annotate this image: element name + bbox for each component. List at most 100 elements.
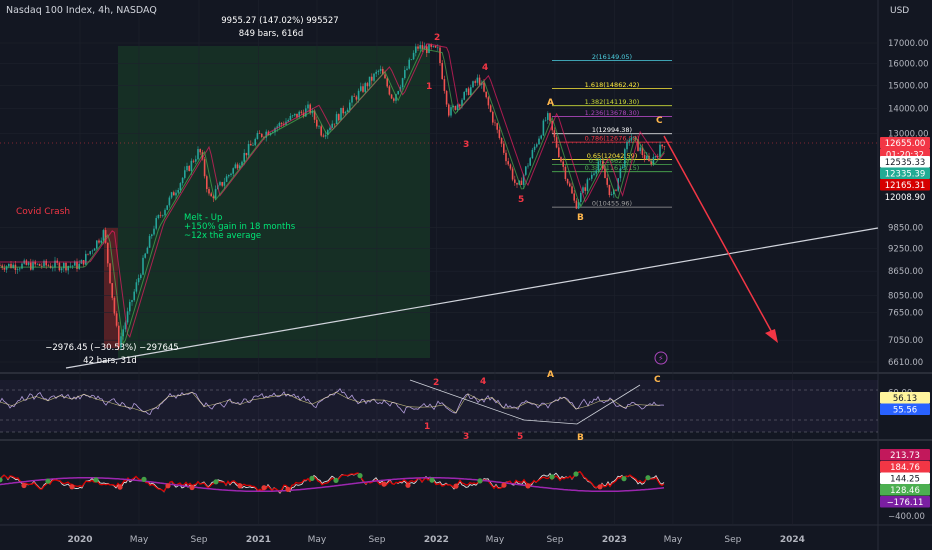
fib-level-label: 0.382(11613.15) [585, 164, 640, 172]
time-tick-label[interactable]: Sep [368, 535, 385, 545]
price-axis-ticks[interactable]: 17000.00 16000.00 15000.00 14000.00 13000.00… [888, 39, 929, 368]
candle-body [507, 161, 509, 165]
wave-label-b: B [577, 213, 584, 223]
candle-body [498, 129, 501, 138]
lightning-icon[interactable] [654, 351, 668, 365]
rsi-average-line [0, 391, 660, 414]
time-tick-label[interactable]: May [486, 535, 505, 545]
cross-dot [429, 477, 435, 483]
candle-body [465, 88, 468, 92]
candle-body [203, 159, 206, 177]
price-tick-label[interactable]: 16000.00 [888, 59, 929, 69]
candle-body [342, 107, 344, 114]
wave-label-2: 2 [434, 33, 440, 43]
candle-body [514, 179, 516, 183]
candle-body [258, 133, 261, 134]
price-tick-label[interactable]: 14000.00 [888, 105, 929, 115]
candle-body [126, 311, 129, 323]
rsi-wave-label-4: 4 [480, 377, 486, 387]
candle-body [516, 182, 518, 185]
candle-body [533, 146, 536, 150]
candle-body [338, 114, 340, 121]
candle-body [615, 189, 617, 191]
fib-level-label: 1.382(14119.30) [585, 98, 640, 106]
price-tick-label[interactable]: 7650.00 [888, 309, 923, 319]
candle-body [98, 240, 100, 243]
cross-dot [45, 478, 51, 484]
forecast-arrow[interactable] [663, 135, 776, 339]
price-tick-label[interactable]: 15000.00 [888, 81, 929, 91]
price-tick-label[interactable]: 8650.00 [888, 267, 923, 277]
osc-axis-ticks[interactable]: −400.00 [888, 512, 925, 522]
candle-body [179, 183, 182, 191]
candle-body [214, 189, 217, 199]
candle-body [474, 81, 476, 83]
time-tick-label[interactable]: 2021 [246, 535, 271, 545]
candle-body [223, 181, 226, 186]
currency-label[interactable]: USD [890, 6, 909, 16]
candle-body [373, 73, 375, 81]
time-tick-label[interactable]: 2022 [424, 535, 449, 545]
candle-body [371, 76, 373, 81]
candle-body [129, 301, 131, 312]
candle-body [5, 266, 8, 270]
candle-body [201, 152, 204, 160]
candle-body [593, 173, 595, 175]
price-tick-label[interactable]: 9250.00 [888, 245, 923, 255]
candle-body [571, 186, 573, 194]
osc-label-badge [880, 496, 930, 508]
candle-body [247, 143, 250, 156]
candle-body [181, 177, 184, 184]
time-axis-ticks[interactable]: 2020 May Sep 2021 May Sep 2022 May Sep 2023 May Sep… [67, 535, 804, 545]
price-tick-label[interactable]: 8050.00 [888, 291, 923, 301]
time-tick-label[interactable]: 2023 [602, 535, 627, 545]
trendline[interactable] [65, 227, 879, 369]
cross-dot [621, 476, 627, 482]
price-tick-label[interactable]: 9850.00 [888, 223, 923, 233]
candle-body [452, 105, 454, 108]
candle-body [586, 179, 589, 191]
candle-body [410, 59, 413, 60]
osc-tick-label[interactable]: −400.00 [888, 512, 925, 522]
time-tick-label[interactable]: Sep [190, 535, 207, 545]
candle-body [555, 137, 558, 148]
price-tick-label[interactable]: 6610.00 [888, 358, 923, 368]
price-tick-label[interactable]: 13000.00 [888, 130, 929, 140]
time-tick-label[interactable]: 2024 [780, 535, 805, 545]
price-label-badge [880, 179, 930, 191]
price-tick-label[interactable]: 17000.00 [888, 39, 929, 49]
candle-body [27, 262, 30, 265]
candle-body [632, 136, 635, 138]
chart-title[interactable]: Nasdaq 100 Index, 4h, NASDAQ [6, 5, 157, 16]
gridlines [0, 0, 878, 525]
time-tick-label[interactable]: May [130, 535, 149, 545]
candle-body [340, 107, 342, 121]
cross-dot [501, 482, 507, 488]
time-tick-label[interactable]: May [308, 535, 327, 545]
rsi-label-badge [880, 392, 930, 404]
lightning-glyph: ⚡ [658, 354, 664, 363]
time-tick-label[interactable]: Sep [724, 535, 741, 545]
candle-body [287, 120, 289, 122]
candle-body [430, 44, 432, 47]
time-tick-label[interactable]: May [664, 535, 683, 545]
time-tick-label[interactable]: 2020 [67, 535, 92, 545]
candle-body [52, 267, 54, 269]
candle-body [120, 336, 122, 348]
candle-body [483, 82, 485, 92]
candle-body [274, 128, 276, 133]
candle-body [470, 87, 472, 95]
candle-body [419, 45, 421, 49]
price-label-badge-text: 01:20:32 [886, 151, 924, 161]
price-tick-label[interactable]: 7050.00 [888, 336, 923, 346]
wave-label-c: C [656, 116, 663, 126]
price-label-badge [880, 191, 930, 203]
fib-level-label: 0.65(12042.59) [587, 152, 638, 160]
candle-body [135, 282, 138, 292]
cross-dot [597, 484, 603, 490]
time-tick-label[interactable]: Sep [546, 535, 563, 545]
rsi-divergence-lines[interactable] [409, 379, 641, 425]
candle-body [379, 68, 382, 71]
